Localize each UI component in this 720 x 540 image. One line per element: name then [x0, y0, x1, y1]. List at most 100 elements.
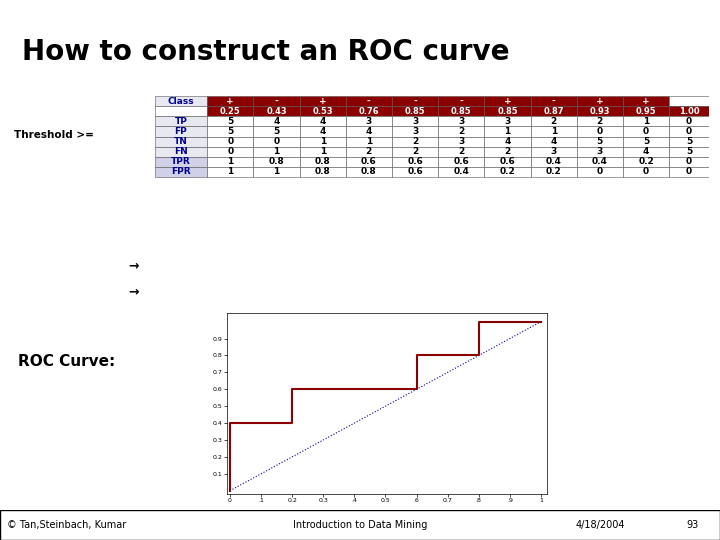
- Bar: [207, 157, 253, 167]
- Text: FN: FN: [174, 147, 188, 156]
- Text: 0.85: 0.85: [451, 107, 472, 116]
- Text: 0.8: 0.8: [269, 157, 284, 166]
- Text: 0.43: 0.43: [266, 107, 287, 116]
- Bar: [300, 147, 346, 157]
- Text: TP: TP: [174, 117, 187, 126]
- Bar: [669, 137, 709, 147]
- Bar: [531, 126, 577, 137]
- Text: 5: 5: [597, 137, 603, 146]
- Text: 0.4: 0.4: [592, 157, 608, 166]
- Text: 4: 4: [551, 137, 557, 146]
- Bar: [485, 116, 531, 126]
- Bar: [300, 157, 346, 167]
- Bar: [155, 116, 207, 126]
- Bar: [577, 96, 623, 106]
- Bar: [207, 137, 253, 147]
- Text: 0.53: 0.53: [312, 107, 333, 116]
- Text: Threshold >=: Threshold >=: [14, 130, 94, 140]
- Bar: [392, 116, 438, 126]
- Text: +: +: [504, 97, 511, 106]
- Text: 0.6: 0.6: [454, 157, 469, 166]
- Bar: [485, 96, 531, 106]
- Text: +: +: [596, 97, 603, 106]
- Text: 4: 4: [274, 117, 279, 126]
- Bar: [438, 137, 485, 147]
- Bar: [346, 96, 392, 106]
- Bar: [669, 106, 709, 116]
- Bar: [346, 147, 392, 157]
- Bar: [623, 126, 669, 137]
- Bar: [253, 167, 300, 177]
- Text: 0.6: 0.6: [500, 157, 516, 166]
- Text: 0: 0: [228, 137, 233, 146]
- Bar: [207, 106, 253, 116]
- Text: 0.95: 0.95: [636, 107, 657, 116]
- Text: 1: 1: [643, 117, 649, 126]
- Bar: [253, 96, 300, 106]
- Text: Class: Class: [168, 97, 194, 106]
- Bar: [253, 147, 300, 157]
- Bar: [346, 167, 392, 177]
- Text: 4: 4: [320, 127, 326, 136]
- Bar: [669, 147, 709, 157]
- Bar: [300, 137, 346, 147]
- Bar: [346, 116, 392, 126]
- Bar: [155, 167, 207, 177]
- Text: 0.76: 0.76: [359, 107, 379, 116]
- Text: 2: 2: [458, 127, 464, 136]
- Text: 1: 1: [504, 127, 510, 136]
- Bar: [577, 116, 623, 126]
- Text: 0: 0: [228, 147, 233, 156]
- Bar: [485, 147, 531, 157]
- Text: →: →: [128, 259, 138, 272]
- Bar: [392, 126, 438, 137]
- Text: 2: 2: [551, 117, 557, 126]
- Text: FPR: FPR: [171, 167, 191, 177]
- Bar: [392, 96, 438, 106]
- Text: 0.85: 0.85: [497, 107, 518, 116]
- Bar: [531, 106, 577, 116]
- Bar: [155, 126, 207, 137]
- Text: 4: 4: [643, 147, 649, 156]
- Text: © Tan,Steinbach, Kumar: © Tan,Steinbach, Kumar: [7, 521, 127, 530]
- Text: 1.00: 1.00: [679, 107, 700, 116]
- Text: 4/18/2004: 4/18/2004: [576, 521, 626, 530]
- Text: 0.85: 0.85: [405, 107, 426, 116]
- Bar: [392, 137, 438, 147]
- Bar: [300, 167, 346, 177]
- Text: 0.4: 0.4: [546, 157, 562, 166]
- Bar: [531, 96, 577, 106]
- Text: 3: 3: [366, 117, 372, 126]
- Text: 0: 0: [597, 167, 603, 177]
- Text: 5: 5: [274, 127, 279, 136]
- Text: 0.2: 0.2: [500, 167, 516, 177]
- Bar: [623, 116, 669, 126]
- Bar: [577, 137, 623, 147]
- Text: 5: 5: [686, 147, 693, 156]
- Text: 0: 0: [643, 167, 649, 177]
- Text: -: -: [413, 97, 417, 106]
- Text: 2: 2: [504, 147, 510, 156]
- Bar: [392, 157, 438, 167]
- Bar: [253, 126, 300, 137]
- Text: 1: 1: [227, 167, 233, 177]
- Bar: [577, 106, 623, 116]
- Text: 0: 0: [686, 127, 692, 136]
- Bar: [438, 147, 485, 157]
- Bar: [485, 126, 531, 137]
- Bar: [392, 106, 438, 116]
- Text: How to construct an ROC curve: How to construct an ROC curve: [22, 38, 509, 66]
- Bar: [623, 157, 669, 167]
- Bar: [531, 137, 577, 147]
- Text: ROC Curve:: ROC Curve:: [18, 354, 115, 369]
- Bar: [155, 157, 207, 167]
- Text: 0.87: 0.87: [544, 107, 564, 116]
- Bar: [392, 167, 438, 177]
- Text: -: -: [367, 97, 371, 106]
- Text: TN: TN: [174, 137, 188, 146]
- Text: 3: 3: [458, 117, 464, 126]
- Text: Introduction to Data Mining: Introduction to Data Mining: [293, 521, 427, 530]
- Bar: [253, 116, 300, 126]
- Text: 1: 1: [366, 137, 372, 146]
- Bar: [577, 147, 623, 157]
